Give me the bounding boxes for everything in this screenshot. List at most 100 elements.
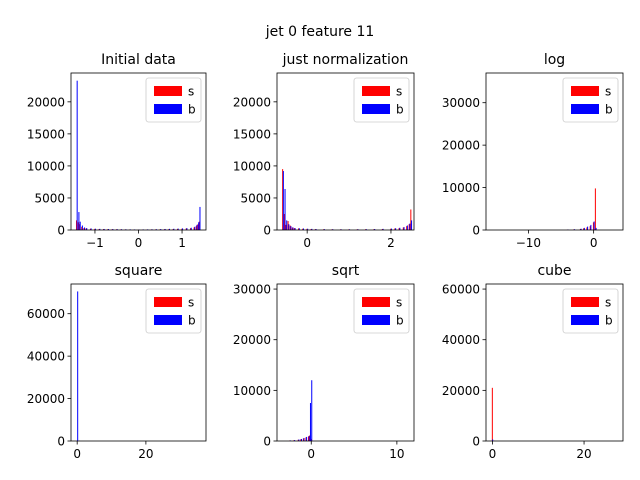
bar-b [409, 223, 411, 230]
y-tick-label: 5000 [34, 191, 65, 205]
y-tick-label: 5000 [240, 191, 271, 205]
subplot-title: cube [537, 263, 571, 279]
bar-b [406, 225, 408, 230]
bar-b [196, 224, 198, 230]
legend-label-b: b [605, 103, 613, 117]
legend-label-s: s [605, 296, 611, 310]
bar-b [587, 226, 589, 230]
legend-swatch-s [362, 86, 390, 96]
x-tick-label: 0 [135, 236, 143, 250]
bar-b [403, 227, 405, 230]
bar-s [282, 169, 284, 230]
bar-b [590, 224, 592, 230]
legend-swatch-b [154, 104, 182, 114]
bar-s [586, 227, 588, 230]
bar-b [298, 439, 300, 441]
bar-b [374, 229, 376, 230]
subplot-4: square 0 20 0 20000 40000 60000 sb [27, 263, 207, 461]
bar-s [285, 224, 287, 230]
bar-b [284, 188, 286, 230]
y-tick-label: 10000 [442, 181, 480, 195]
bar-b [595, 227, 597, 230]
bar-b [164, 228, 166, 230]
bar-s [373, 229, 375, 230]
bar-s [193, 227, 195, 230]
bar-b [108, 229, 110, 230]
legend-label-b: b [605, 314, 613, 328]
y-tick-label: 20000 [233, 95, 271, 109]
legend: sb [145, 77, 202, 123]
bar-s [583, 228, 585, 230]
bar-s [394, 228, 396, 230]
bar-b [583, 227, 585, 230]
bar-b [186, 228, 188, 230]
y-tick-label: 0 [57, 224, 65, 238]
subplot-6: cube 0 20 0 20000 40000 60000 sb [442, 263, 624, 461]
legend: sb [353, 288, 410, 334]
bar-b [298, 228, 300, 230]
legend-swatch-b [571, 315, 599, 325]
legend-label-b: b [188, 103, 196, 117]
subplot-title: square [115, 263, 163, 279]
bar-b [311, 380, 313, 441]
y-tick-label: 20000 [27, 95, 65, 109]
bar-s [190, 228, 192, 230]
legend-swatch-s [154, 297, 182, 307]
bar-b [103, 228, 105, 230]
bar-b [288, 224, 290, 230]
legend-label-b: b [188, 314, 196, 328]
bar-b [303, 437, 305, 441]
bar-s [89, 228, 91, 230]
bar-b [411, 220, 413, 230]
x-tick-label: 0 [73, 447, 81, 461]
x-tick-label: 0 [489, 447, 497, 461]
bar-b [116, 229, 118, 230]
legend-label-s: s [396, 85, 402, 99]
bar-s [83, 228, 85, 230]
bar-s [98, 229, 100, 230]
bar-s [306, 228, 308, 230]
legend-swatch-b [362, 104, 390, 114]
bar-s [94, 228, 96, 230]
subplot-title: sqrt [332, 263, 360, 279]
bar-b [76, 80, 78, 230]
bar-s [168, 229, 170, 230]
bar-s [491, 387, 493, 441]
y-tick-label: 10000 [233, 159, 271, 173]
x-tick-label: 0 [307, 447, 315, 461]
bar-b [86, 228, 88, 230]
legend-label-s: s [188, 296, 194, 310]
y-tick-label: 15000 [233, 127, 271, 141]
legend-label-s: s [605, 85, 611, 99]
bar-b [399, 227, 401, 230]
bar-s [289, 225, 291, 230]
bar-b [160, 229, 162, 230]
axes-frame [485, 72, 624, 231]
legend-swatch-b [362, 315, 390, 325]
y-tick-label: 10000 [233, 384, 271, 398]
figure-suptitle: jet 0 feature 11 [265, 24, 375, 40]
bar-b [593, 221, 595, 230]
bar-s [85, 228, 87, 230]
legend-swatch-s [154, 86, 182, 96]
subplot-5: sqrt 0 10 0 10000 20000 30000 sb [233, 263, 415, 461]
bar-b [294, 228, 296, 230]
bar-s [195, 226, 197, 230]
y-tick-label: 40000 [27, 350, 65, 364]
bar-b [390, 228, 392, 230]
bar-s [302, 228, 304, 230]
bar-b [580, 228, 582, 230]
bar-b [286, 220, 288, 230]
bar-b [282, 171, 284, 230]
x-tick-label: 20 [138, 447, 153, 461]
subplot-title: just normalization [282, 52, 409, 68]
bar-s [293, 228, 295, 230]
bar-b [315, 229, 317, 230]
bar-b [382, 228, 384, 230]
x-tick-label: 20 [576, 447, 591, 461]
bar-b [190, 227, 192, 230]
bar-s [297, 439, 299, 441]
y-tick-label: 40000 [442, 333, 480, 347]
bar-b [177, 228, 179, 230]
y-tick-label: 60000 [442, 283, 480, 297]
